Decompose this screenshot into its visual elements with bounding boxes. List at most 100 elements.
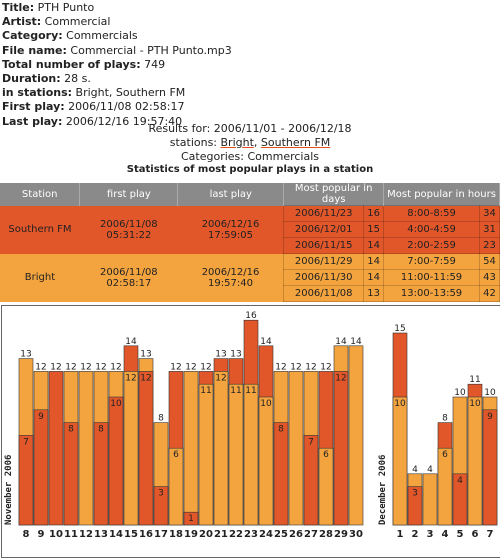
bar-total-label: 12 [110, 362, 121, 372]
bar-inner-label: 12 [215, 373, 226, 383]
bar-inner [468, 397, 482, 525]
bar-total-label: 12 [95, 362, 106, 372]
bar-inner-label: 6 [323, 450, 329, 460]
results-stations: stations: Bright, Southern FM [0, 136, 500, 150]
bar-inner-label: 8 [68, 425, 74, 435]
bar-total-label: 12 [65, 362, 76, 372]
info-first-play: First play: 2006/11/08 02:58:17 [2, 100, 232, 114]
station-link-southern-fm[interactable]: Southern FM [261, 136, 330, 149]
day-tick-label: 13 [94, 529, 108, 540]
day-tick-label: 30 [349, 529, 363, 540]
bar-inner [334, 371, 348, 525]
results-summary: Results for: 2006/11/01 - 2006/12/18 sta… [0, 122, 500, 164]
day-tick-label: 29 [334, 529, 348, 540]
bar-total [423, 474, 437, 525]
bar-total-label: 12 [275, 362, 286, 372]
bar-inner [34, 410, 48, 525]
day-tick-label: 3 [427, 529, 434, 540]
popular-hour: 7:00-7:59 [384, 254, 480, 270]
day-tick-label: 24 [259, 529, 273, 540]
day-tick-label: 20 [199, 529, 213, 540]
bar-total [49, 371, 63, 525]
bar-total [184, 371, 198, 525]
day-tick-label: 27 [304, 529, 318, 540]
station-last-play: 2006/12/16 17:59:05 [178, 206, 284, 254]
plays-chart: November 2006 7 13 8 9 12 9 12 10 8 12 11 12 12 8 12 13 1… [1, 305, 500, 558]
popular-hour-count: 43 [479, 270, 499, 286]
day-tick-label: 7 [487, 529, 494, 540]
bar-inner-label: 11 [200, 386, 211, 396]
info-title: Title: PTH Punto [2, 1, 232, 15]
bar-inner [199, 384, 213, 525]
bar-inner-label: 10 [394, 399, 406, 409]
bar-inner [94, 423, 108, 525]
stats-title: Statistics of most popular plays in a st… [0, 164, 500, 175]
bar-total [79, 371, 93, 525]
popular-hour: 2:00-2:59 [384, 238, 480, 254]
bar-inner [483, 410, 497, 525]
popular-hour-count: 31 [479, 222, 499, 238]
bar-total-label: 14 [335, 337, 347, 347]
bar-total-label: 16 [245, 311, 257, 321]
day-tick-label: 4 [442, 529, 449, 540]
bar-inner [109, 397, 123, 525]
bar-inner [304, 435, 318, 525]
bar-inner-label: 12 [140, 373, 151, 383]
info-filename: File name: Commercial - PTH Punto.mp3 [2, 44, 232, 58]
info-category: Category: Commercials [2, 29, 232, 43]
bar-total-label: 4 [412, 465, 418, 475]
station-link-bright[interactable]: Bright [221, 136, 254, 149]
bar-total-label: 12 [320, 362, 331, 372]
header-popular-hours: Most popular in hours [384, 183, 500, 206]
bar-total-label: 10 [484, 388, 496, 398]
bar-total [349, 346, 363, 525]
day-tick-label: 26 [289, 529, 303, 540]
day-tick-label: 28 [319, 529, 333, 540]
bar-total-label: 12 [80, 362, 91, 372]
popular-hour: 11:00-11:59 [384, 270, 480, 286]
bar-total-label: 12 [50, 362, 61, 372]
bar-inner-label: 11 [230, 386, 241, 396]
bar-inner-label: 4 [457, 476, 463, 486]
bar-total-label: 12 [290, 362, 301, 372]
bar-inner-label: 6 [442, 450, 448, 460]
bar-inner [64, 423, 78, 525]
bar-inner-label: 9 [487, 412, 493, 422]
bar-total-label: 4 [427, 465, 433, 475]
bar-inner-label: 3 [158, 489, 164, 499]
day-tick-label: 11 [64, 529, 78, 540]
bar-total-label: 11 [469, 375, 480, 385]
popular-day: 2006/11/23 [284, 206, 364, 222]
bar-inner [124, 371, 138, 525]
popular-hour: 13:00-13:59 [384, 286, 480, 302]
song-info: Title: PTH Punto Artist: Commercial Cate… [2, 1, 232, 129]
popular-day: 2006/12/01 [284, 222, 364, 238]
day-tick-label: 5 [457, 529, 464, 540]
bar-total-label: 12 [185, 362, 196, 372]
popular-day: 2006/11/15 [284, 238, 364, 254]
day-tick-label: 6 [472, 529, 479, 540]
bar-inner-label: 1 [188, 514, 194, 524]
bar-total-label: 14 [350, 337, 362, 347]
bar-total-label: 12 [305, 362, 316, 372]
day-tick-label: 18 [169, 529, 183, 540]
popular-day-count: 14 [364, 238, 384, 254]
bar-inner-label: 11 [245, 386, 256, 396]
results-range: Results for: 2006/11/01 - 2006/12/18 [0, 122, 500, 136]
bar-inner [259, 397, 273, 525]
bar-inner-label: 10 [110, 399, 122, 409]
bar-total-label: 13 [140, 350, 151, 360]
popular-hour-count: 54 [479, 254, 499, 270]
bar-total-label: 15 [394, 324, 405, 334]
day-tick-label: 25 [274, 529, 288, 540]
bar-inner-label: 10 [469, 399, 481, 409]
day-tick-label: 21 [214, 529, 228, 540]
bar-total-label: 8 [442, 414, 448, 424]
info-plays: Total number of plays: 749 [2, 58, 232, 72]
bar-inner-label: 7 [23, 437, 29, 447]
bar-total-label: 12 [170, 362, 181, 372]
month-label: December 2006 [378, 455, 388, 525]
popular-hour: 4:00-4:59 [384, 222, 480, 238]
bar-total-label: 12 [35, 362, 46, 372]
day-tick-label: 12 [79, 529, 93, 540]
